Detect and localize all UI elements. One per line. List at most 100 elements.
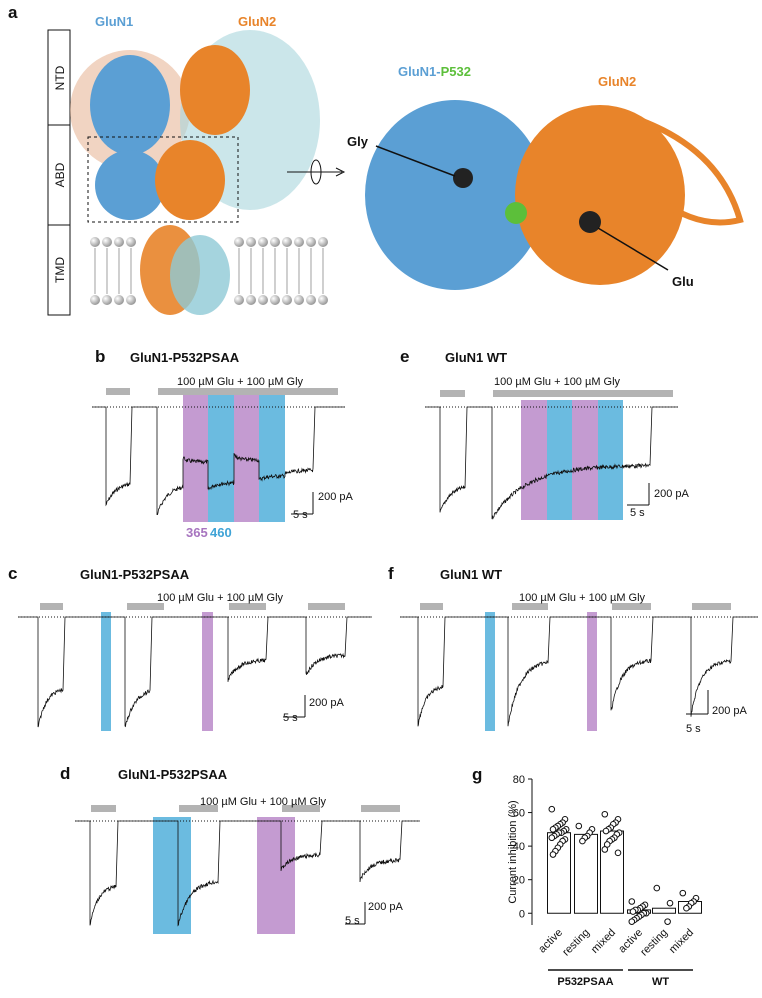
y-tick-label: 80 <box>513 774 525 786</box>
current-trace <box>425 406 678 520</box>
panel-title: GluN1-P532PSAA <box>118 767 228 782</box>
y-tick-label: 60 <box>513 808 525 820</box>
current-trace <box>92 406 345 516</box>
data-point <box>628 898 636 905</box>
data-point <box>549 826 557 833</box>
x-tick-label: mixed <box>667 927 696 956</box>
x-tick-label: resting <box>638 927 670 959</box>
light-band <box>101 612 111 731</box>
y-axis-label: Current inhibition (%) <box>507 800 519 903</box>
application-label: 100 µM Glu + 100 µM Gly <box>177 376 304 388</box>
data-point <box>579 837 586 845</box>
lipid-head <box>306 295 316 305</box>
bar <box>574 833 598 914</box>
zoom-title: GluN1-P532 <box>398 64 471 79</box>
lipid-head <box>246 295 256 305</box>
data-point <box>575 822 583 830</box>
light-band <box>257 817 295 934</box>
application-bar <box>229 603 266 610</box>
scale-time: 5 s <box>686 723 701 735</box>
data-point <box>683 904 690 912</box>
data-point <box>666 899 674 907</box>
x-tick-label: mixed <box>589 927 618 956</box>
application-bar <box>282 805 320 812</box>
light-band <box>521 400 547 520</box>
domain-label: TMD <box>53 257 67 283</box>
application-label: 100 µM Glu + 100 µM Gly <box>519 592 646 604</box>
light-band <box>587 612 597 731</box>
data-point <box>614 849 622 857</box>
scale-bar <box>291 492 314 515</box>
lipid-head <box>114 295 124 305</box>
panel-label: f <box>388 564 394 583</box>
scale-time: 5 s <box>293 509 308 521</box>
application-bar <box>692 603 731 610</box>
group-label: P532PSAA <box>557 976 613 988</box>
data-point <box>601 810 609 818</box>
data-point <box>629 908 637 915</box>
lipid-head <box>282 295 292 305</box>
application-bar <box>91 805 116 812</box>
lipid-head <box>102 237 112 247</box>
wavelength-label: 460 <box>210 525 232 540</box>
lipid-head <box>270 295 280 305</box>
lipid-head <box>234 295 244 305</box>
panel-title: GluN1-P532PSAA <box>80 567 190 582</box>
application-bar <box>40 603 63 610</box>
lipid-head <box>246 237 256 247</box>
panel-title: GluN1 WT <box>445 350 507 365</box>
scale-current: 200 pA <box>368 901 404 913</box>
lipid-head <box>294 295 304 305</box>
light-band <box>572 400 598 520</box>
lipid-head <box>282 237 292 247</box>
current-trace <box>400 616 758 727</box>
application-label: 100 µM Glu + 100 µM Gly <box>200 796 327 808</box>
light-band <box>598 400 623 520</box>
data-point <box>664 918 671 925</box>
scale-bar <box>686 690 709 715</box>
scale-time: 5 s <box>345 915 360 927</box>
application-bar <box>127 603 164 610</box>
light-band <box>547 400 572 520</box>
scale-current: 200 pA <box>309 697 345 709</box>
lipid-head <box>126 237 136 247</box>
lipid-head <box>126 295 136 305</box>
data-point <box>679 889 687 897</box>
traces <box>18 388 758 934</box>
zoom-title-part: P532 <box>441 64 471 79</box>
lipid-head <box>234 237 244 247</box>
application-bar <box>612 603 651 610</box>
data-point <box>548 805 556 813</box>
scale-current: 200 pA <box>318 491 354 503</box>
lipid-head <box>90 237 100 247</box>
lipid-head <box>258 295 268 305</box>
application-bar <box>420 603 443 610</box>
ligand-label: Glu <box>672 274 694 289</box>
light-band <box>183 391 208 522</box>
panel-title: GluN1 WT <box>440 567 502 582</box>
subunit-label: GluN1 <box>95 14 133 29</box>
structure-overview <box>47 29 744 316</box>
panel-texts: b GluN1-P532PSAA 100 µM Glu + 100 µM Gly 20… <box>8 347 748 927</box>
application-bar <box>158 388 338 395</box>
application-bar <box>308 603 345 610</box>
subunit-label: GluN2 <box>238 14 276 29</box>
current-trace <box>18 616 372 728</box>
ligand-label: Gly <box>347 134 369 149</box>
panel-title: GluN1-P532PSAA <box>130 350 240 365</box>
lipid-head <box>318 295 328 305</box>
scale-current: 200 pA <box>654 488 690 500</box>
wavelength-label: 365 <box>186 525 208 540</box>
application-bar <box>440 390 465 397</box>
light-band <box>234 391 259 522</box>
application-label: 100 µM Glu + 100 µM Gly <box>494 376 621 388</box>
panel-label: d <box>60 764 70 783</box>
application-bar <box>493 390 673 397</box>
group-label: WT <box>652 976 669 988</box>
x-tick-label: resting <box>560 927 592 959</box>
lipid-head <box>114 237 124 247</box>
data-point <box>628 918 636 925</box>
panel-label: e <box>400 347 409 366</box>
panel-label: g <box>472 765 482 784</box>
